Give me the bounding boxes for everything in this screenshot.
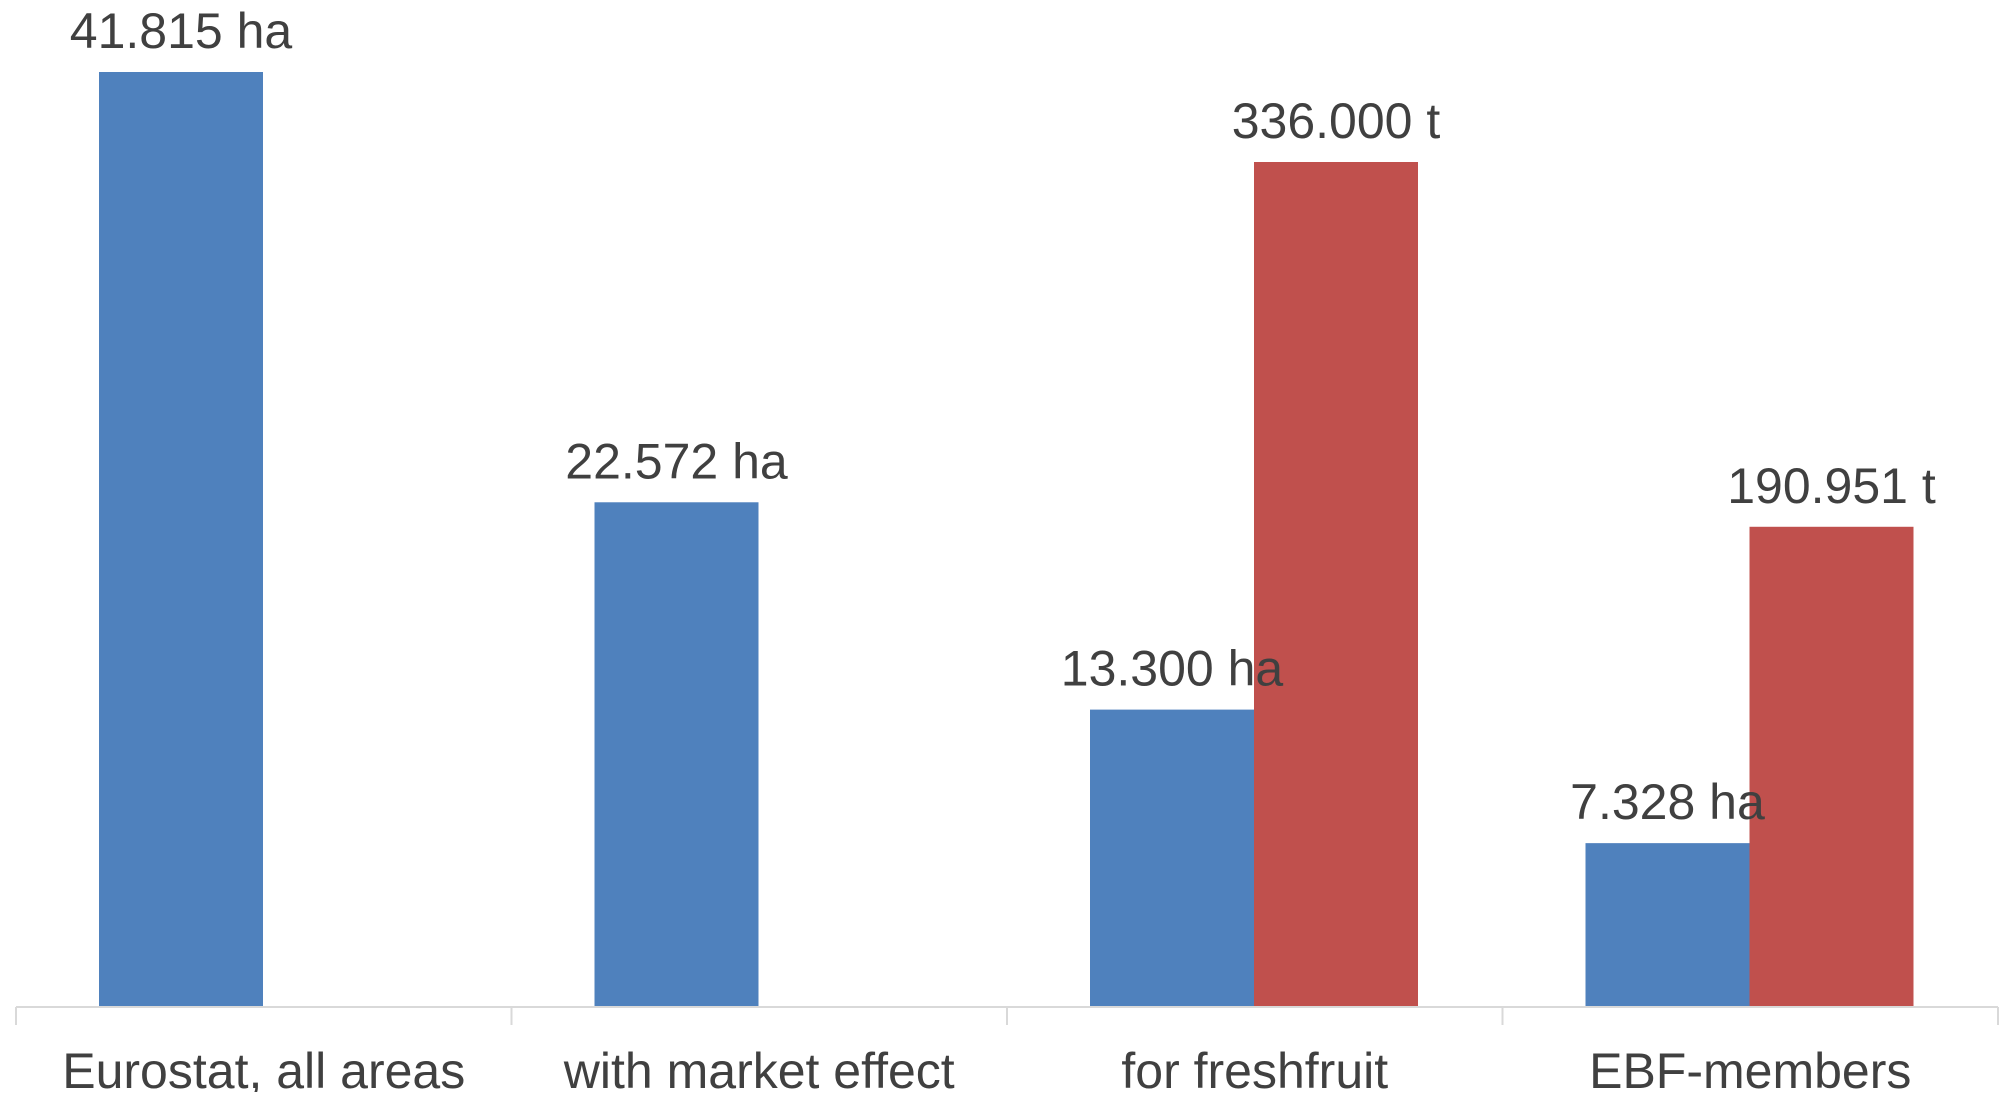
x-axis (15, 1006, 1999, 1025)
bar-series2-3 (1749, 526, 1914, 1007)
category-label-2: for freshfruit (1121, 1043, 1388, 1092)
category-label-3: EBF-members (1589, 1043, 1911, 1092)
bar-series1-0 (99, 72, 263, 1007)
bar-series2-2 (1254, 162, 1418, 1007)
bars-layer (99, 72, 1914, 1007)
category-label-0: Eurostat, all areas (62, 1043, 465, 1092)
data-label-series1-3: 7.328 ha (1570, 774, 1765, 830)
bar-series1-1 (594, 502, 759, 1007)
data-label-series2-3: 190.951 t (1727, 458, 1936, 514)
data-label-series1-2: 13.300 ha (1061, 641, 1284, 697)
bar-series1-2 (1090, 709, 1254, 1007)
data-label-series1-1: 22.572 ha (565, 433, 788, 489)
data-label-series2-2: 336.000 t (1232, 93, 1441, 149)
labels-layer: 41.815 ha Eurostat, all areas 22.572 ha wit… (62, 3, 1936, 1097)
data-label-series1-0: 41.815 ha (70, 3, 293, 59)
category-label-1: with market effect (563, 1043, 955, 1092)
bar-series1-3 (1585, 843, 1750, 1007)
